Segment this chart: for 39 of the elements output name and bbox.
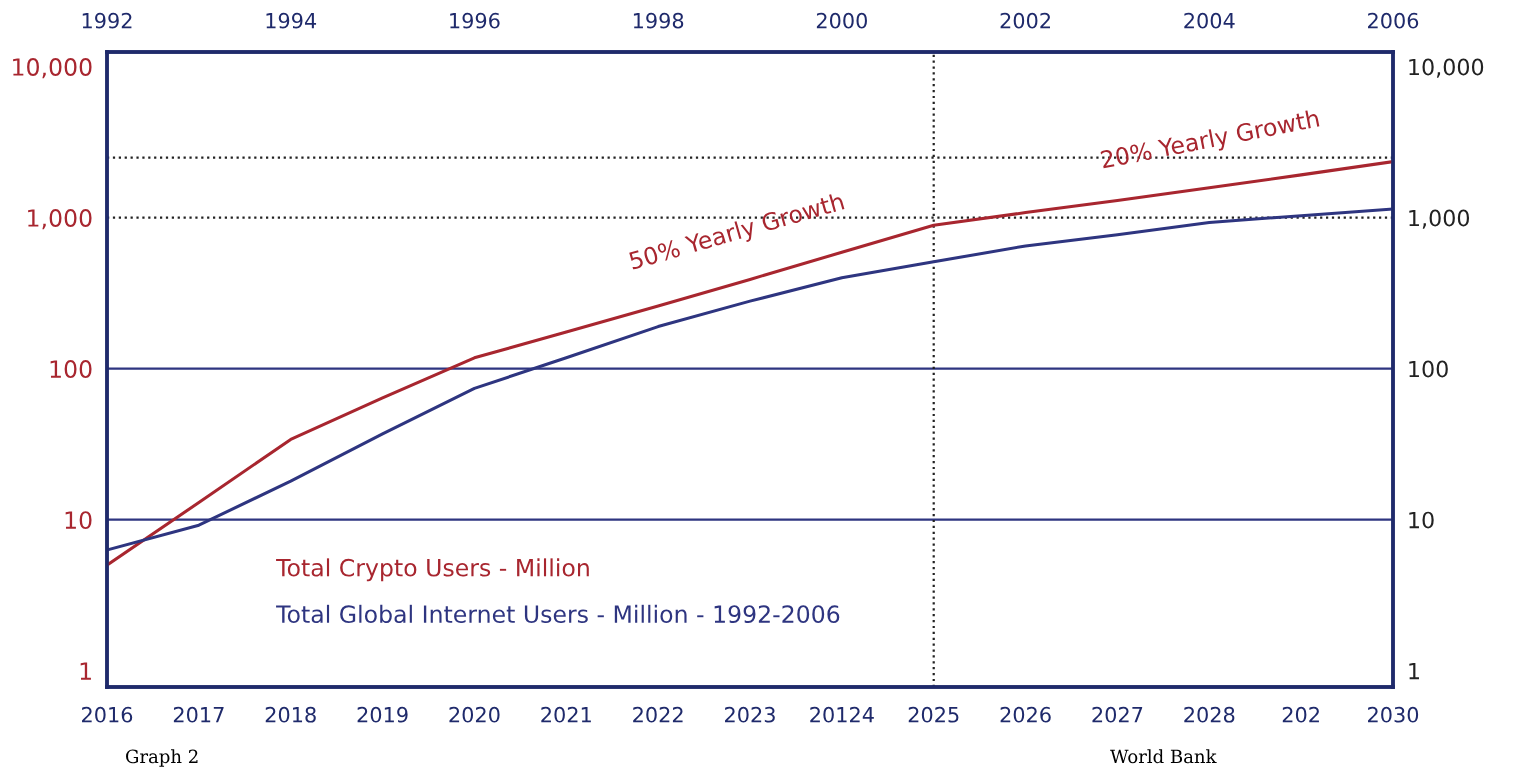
text: 1,000 bbox=[1409, 209, 1470, 229]
x2-tick-label: 1994 bbox=[266, 12, 317, 29]
x2-tick-label: 1996 bbox=[450, 12, 500, 29]
y-tick-label: 1,000 bbox=[28, 209, 92, 230]
text: 10,000 bbox=[1409, 58, 1484, 78]
x-tick-label: 202 bbox=[1282, 706, 1319, 723]
x-tick-label: 2018 bbox=[265, 706, 316, 723]
x-tick-label: 2016 bbox=[82, 706, 133, 723]
y-tick-label: 1 bbox=[80, 662, 91, 680]
x-tick-label: 2023 bbox=[725, 706, 775, 723]
x2-tick-label: 2000 bbox=[816, 12, 867, 29]
x2-tick-label: 2002 bbox=[1000, 12, 1050, 29]
x2-tick-label: 2006 bbox=[1368, 12, 1419, 29]
x-tick-label: 2026 bbox=[1000, 706, 1051, 723]
x2-tick-label: 1992 bbox=[82, 12, 132, 29]
text: 1 bbox=[1409, 662, 1419, 680]
x-tick-label: 2028 bbox=[1184, 706, 1235, 723]
annotation: 50% Yearly Growth bbox=[628, 191, 846, 275]
caption: Graph 2 bbox=[126, 749, 198, 767]
y-tick-label: 10 bbox=[65, 511, 92, 529]
x-tick-label: 2030 bbox=[1368, 706, 1419, 723]
text: 10 bbox=[1409, 511, 1434, 529]
x-tick-label: 2022 bbox=[633, 706, 683, 723]
text: Total Global Internet Users - Million - 1992-2006 bbox=[276, 604, 840, 624]
annotation: 20% Yearly Growth bbox=[1100, 108, 1321, 174]
text: World Bank bbox=[1110, 749, 1217, 764]
x-tick-label: 2027 bbox=[1092, 706, 1143, 723]
text: 100 bbox=[1409, 360, 1448, 378]
x-tick-label: 2020 bbox=[449, 706, 500, 723]
y-tick-label: 10,000 bbox=[13, 58, 92, 79]
x-tick-label: 20124 bbox=[810, 706, 874, 723]
x-tick-label: 2019 bbox=[357, 706, 408, 723]
text: Total Crypto Users - Million bbox=[276, 558, 589, 582]
y-tick-label: 100 bbox=[50, 360, 92, 378]
x-tick-label: 2025 bbox=[908, 706, 959, 723]
x2-tick-label: 1998 bbox=[633, 12, 684, 29]
x-tick-label: 2021 bbox=[541, 706, 591, 723]
x2-tick-label: 2004 bbox=[1184, 12, 1235, 29]
x-tick-label: 2017 bbox=[173, 706, 224, 723]
